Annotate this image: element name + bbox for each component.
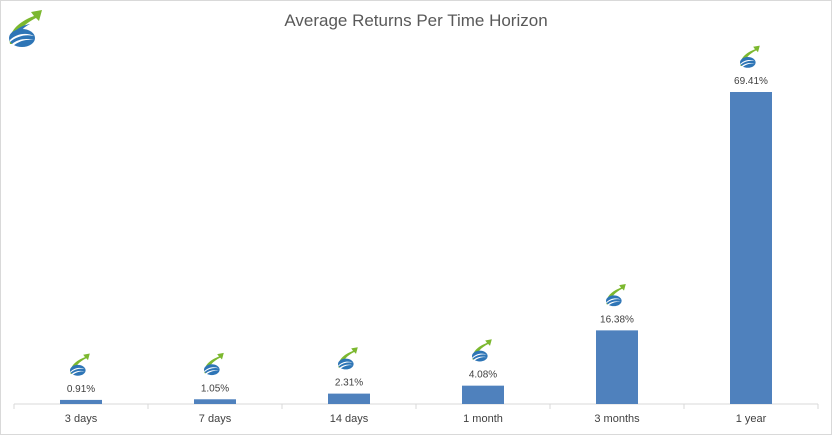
bar <box>596 330 638 404</box>
logo-icon <box>472 339 492 362</box>
logo-icon <box>204 352 224 376</box>
category-label: 3 months <box>594 413 640 425</box>
logo-icon <box>338 347 358 370</box>
logo-icon <box>606 283 626 307</box>
data-label: 0.91% <box>67 384 95 395</box>
category-label: 14 days <box>330 413 369 425</box>
logo-icon <box>70 353 90 376</box>
category-label: 1 month <box>463 413 503 425</box>
chart-title: Average Returns Per Time Horizon <box>284 11 548 30</box>
data-label: 4.08% <box>469 370 497 381</box>
data-label: 69.41% <box>734 76 768 87</box>
category-label: 3 days <box>65 413 98 425</box>
data-label: 1.05% <box>201 383 229 394</box>
bar <box>730 92 772 404</box>
bar <box>194 399 236 404</box>
category-label: 1 year <box>736 413 767 425</box>
bar <box>328 393 370 404</box>
logo-icon <box>740 45 760 68</box>
data-label: 16.38% <box>600 314 634 325</box>
bar <box>60 399 102 404</box>
logo-icon <box>9 10 42 47</box>
category-label: 7 days <box>199 413 232 425</box>
data-label: 2.31% <box>335 378 363 389</box>
bar <box>462 385 504 404</box>
